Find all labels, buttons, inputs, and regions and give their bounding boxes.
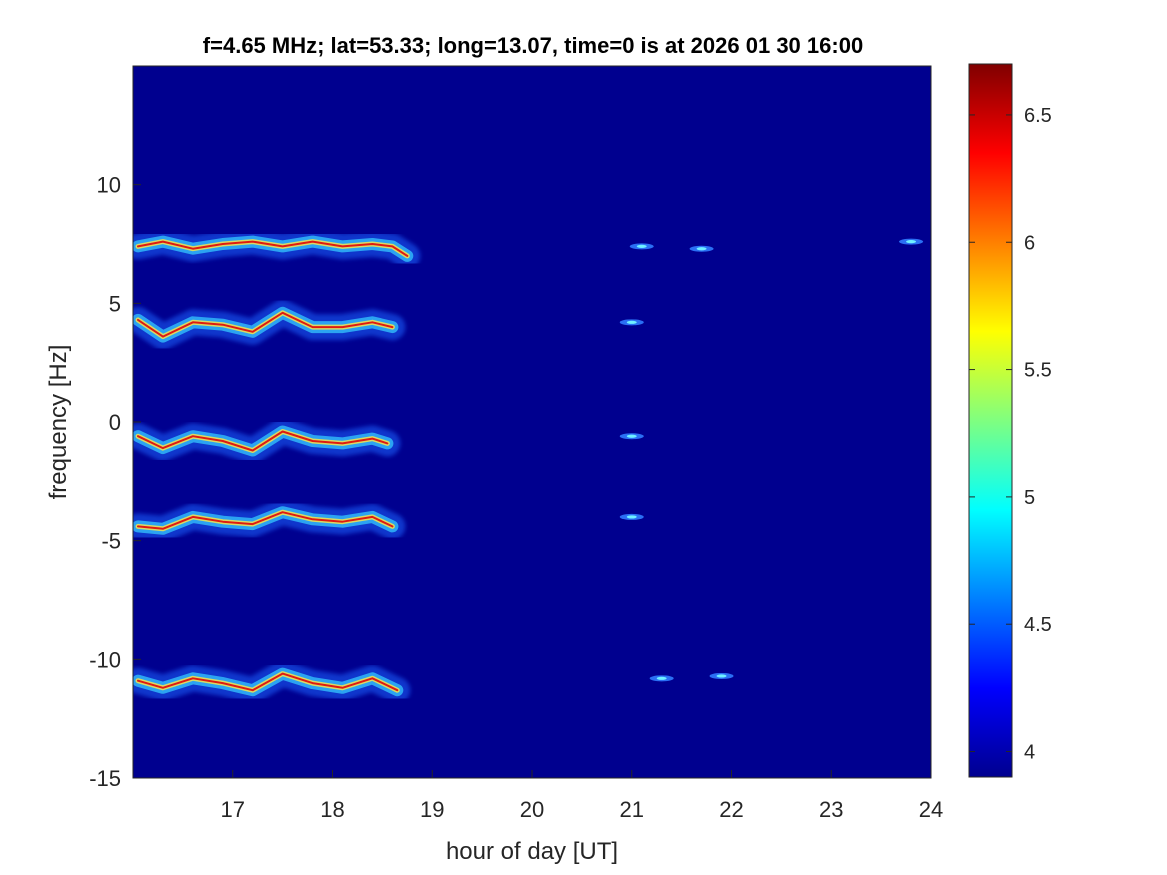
frequency-trace xyxy=(133,228,421,269)
frequency-trace xyxy=(133,660,411,704)
x-tick-label: 19 xyxy=(420,797,444,822)
colorbar xyxy=(968,63,1013,778)
y-axis-label: frequency [Hz] xyxy=(45,345,72,500)
colorbar-tick-label: 4.5 xyxy=(1024,614,1052,636)
signal-spot xyxy=(899,238,924,245)
spectrogram-marks xyxy=(133,228,924,704)
spot-core xyxy=(626,434,637,438)
frequency-trace xyxy=(133,499,406,542)
colorbar-tick-label: 4 xyxy=(1024,742,1035,764)
spot-core xyxy=(626,515,637,519)
x-tick-label: 20 xyxy=(520,797,544,822)
y-tick-label: 5 xyxy=(109,291,121,316)
x-tick-label: 24 xyxy=(919,797,943,822)
trace-core xyxy=(137,311,394,338)
x-tick-label: 22 xyxy=(719,797,743,822)
x-tick-label: 17 xyxy=(221,797,245,822)
trace-core xyxy=(137,511,394,530)
y-tick-label: 0 xyxy=(109,410,121,435)
y-tick-label: 10 xyxy=(97,173,121,198)
x-axis-ticks: 17 18 19 20 21 22 23 24 xyxy=(221,770,943,822)
trace-core xyxy=(137,240,409,257)
chart-title: f=4.65 MHz; lat=53.33; long=13.07, time=… xyxy=(203,33,863,58)
spot-core xyxy=(656,676,667,680)
x-tick-label: 21 xyxy=(620,797,644,822)
frequency-trace xyxy=(133,299,406,350)
signal-spot xyxy=(649,675,674,682)
plot-area xyxy=(133,66,931,778)
signal-spot xyxy=(619,319,644,326)
signal-spot xyxy=(629,243,654,250)
trace-core xyxy=(137,430,389,452)
spot-core xyxy=(636,244,647,248)
spot-core xyxy=(906,240,917,244)
colorbar-tick-label: 6.5 xyxy=(1024,105,1052,127)
signal-spot xyxy=(689,245,714,252)
x-axis-label: hour of day [UT] xyxy=(446,838,618,865)
signal-spot xyxy=(709,672,734,679)
y-axis-ticks: -15 -10 -5 0 5 10 xyxy=(89,173,141,791)
spot-core xyxy=(626,320,637,324)
x-tick-label: 18 xyxy=(320,797,344,822)
y-tick-label: -15 xyxy=(89,766,121,791)
colorbar-ticks: 4 4.5 5 5.5 6 6.5 xyxy=(969,105,1052,764)
y-tick-label: -10 xyxy=(89,647,121,672)
trace-core xyxy=(137,672,399,692)
colorbar-tick-label: 5 xyxy=(1024,487,1035,509)
x-tick-label: 23 xyxy=(819,797,843,822)
spot-core xyxy=(696,247,707,251)
y-tick-label: -5 xyxy=(101,529,121,554)
spot-core xyxy=(716,674,727,678)
signal-spot xyxy=(619,433,644,440)
colorbar-tick-label: 6 xyxy=(1024,232,1035,254)
colorbar-tick-label: 5.5 xyxy=(1024,360,1052,382)
frequency-trace xyxy=(133,418,401,464)
signal-spot xyxy=(619,513,644,520)
